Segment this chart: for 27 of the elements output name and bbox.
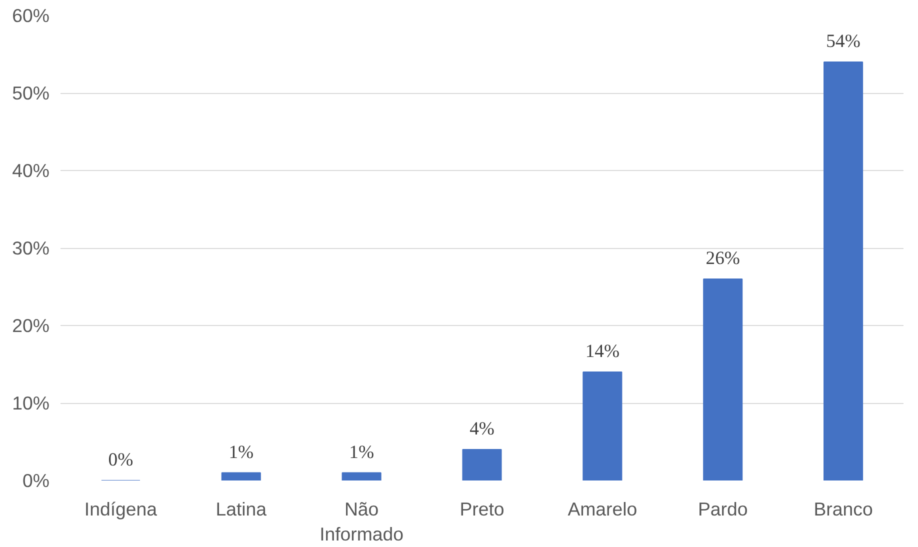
y-tick-label: 50% bbox=[12, 82, 50, 104]
data-label: 1% bbox=[228, 442, 254, 463]
y-tick-label: 0% bbox=[22, 470, 50, 491]
data-label: 1% bbox=[349, 442, 374, 463]
x-tick-label: Não Informado bbox=[320, 498, 404, 545]
y-tick-label: 60% bbox=[12, 5, 50, 26]
y-tick-label: 20% bbox=[12, 315, 50, 336]
x-tick-label: Latina bbox=[216, 498, 268, 520]
x-tick-label: Branco bbox=[814, 498, 873, 520]
data-label: 0% bbox=[108, 450, 134, 470]
data-label: 26% bbox=[706, 248, 740, 269]
x-tick-label: Preto bbox=[460, 498, 504, 520]
bar bbox=[342, 472, 382, 480]
x-tick-label: Indígena bbox=[84, 498, 158, 520]
data-label: 54% bbox=[826, 31, 860, 52]
y-tick-label: 30% bbox=[12, 238, 50, 258]
x-tick-label: Pardo bbox=[698, 498, 748, 520]
bar bbox=[703, 278, 743, 480]
bar bbox=[582, 372, 622, 480]
x-tick-label: Amarelo bbox=[568, 498, 638, 520]
bar bbox=[462, 449, 502, 480]
data-label: 4% bbox=[470, 418, 494, 440]
y-tick-label: 40% bbox=[12, 160, 50, 181]
y-tick-label: 10% bbox=[12, 392, 50, 414]
bar bbox=[221, 472, 261, 480]
data-label: 14% bbox=[585, 341, 620, 362]
bar bbox=[824, 62, 864, 480]
